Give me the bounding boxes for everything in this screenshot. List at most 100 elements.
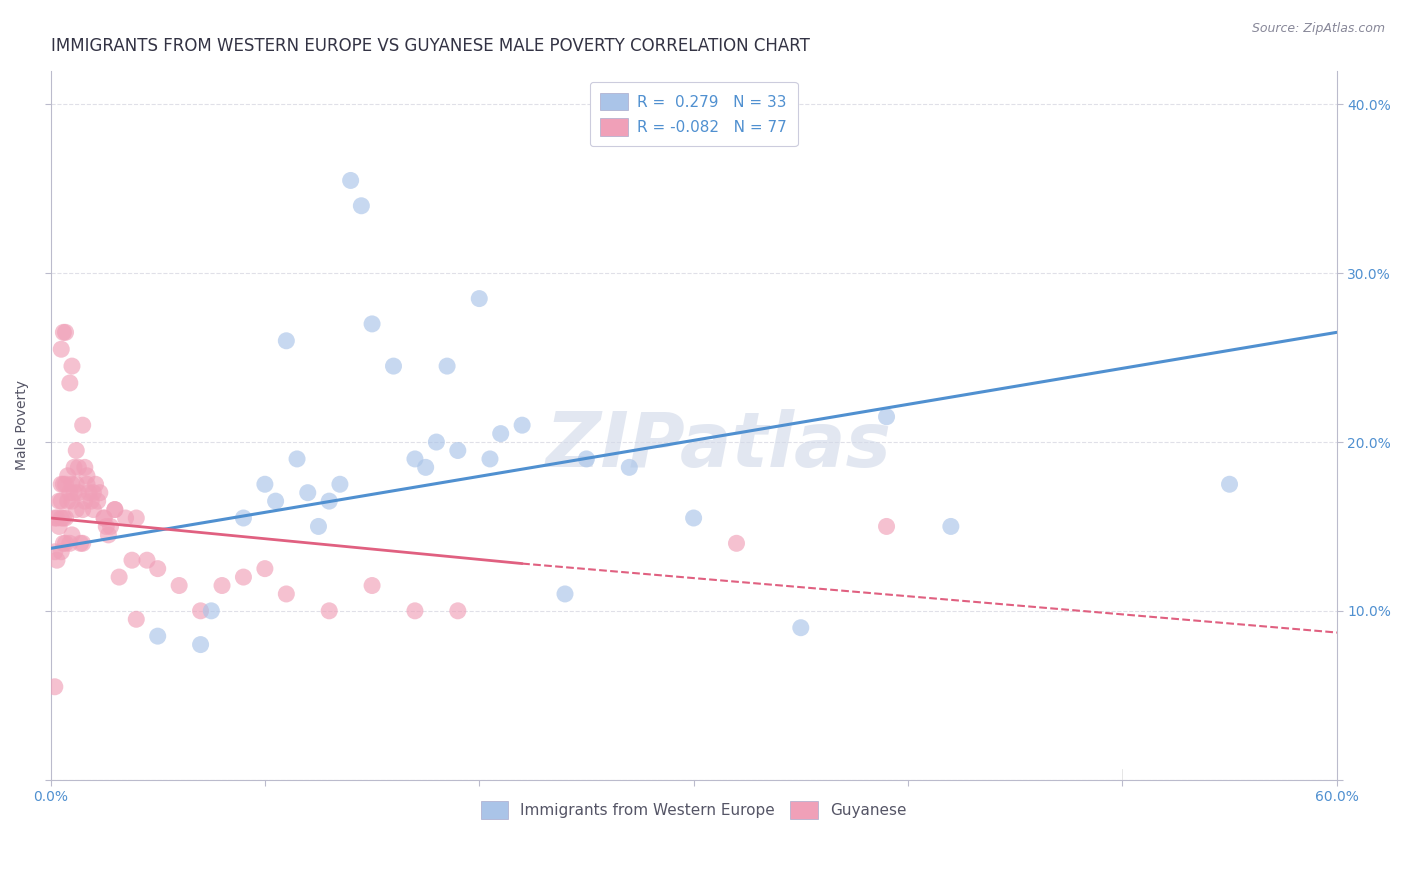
Point	[554, 587, 576, 601]
Point	[51, 545, 73, 559]
Point	[276, 587, 298, 601]
Point	[59, 536, 82, 550]
Point	[93, 511, 115, 525]
Point	[329, 477, 352, 491]
Point	[114, 511, 136, 525]
Point	[211, 578, 233, 592]
Point	[63, 460, 86, 475]
Point	[80, 494, 103, 508]
Point	[86, 494, 108, 508]
Point	[97, 528, 120, 542]
Point	[82, 502, 104, 516]
Point	[44, 680, 66, 694]
Point	[253, 477, 276, 491]
Point	[190, 604, 212, 618]
Point	[63, 485, 86, 500]
Point	[52, 477, 75, 491]
Point	[146, 561, 169, 575]
Point	[59, 485, 82, 500]
Point	[72, 502, 94, 516]
Point	[55, 536, 77, 550]
Point	[60, 477, 83, 491]
Point	[72, 536, 94, 550]
Point	[619, 460, 641, 475]
Point	[136, 553, 159, 567]
Y-axis label: Male Poverty: Male Poverty	[15, 380, 30, 470]
Point	[77, 485, 100, 500]
Text: IMMIGRANTS FROM WESTERN EUROPE VS GUYANESE MALE POVERTY CORRELATION CHART: IMMIGRANTS FROM WESTERN EUROPE VS GUYANE…	[51, 37, 810, 55]
Point	[51, 511, 73, 525]
Point	[318, 604, 340, 618]
Point	[339, 173, 361, 187]
Point	[100, 519, 122, 533]
Point	[48, 519, 70, 533]
Point	[682, 511, 704, 525]
Point	[52, 511, 75, 525]
Point	[146, 629, 169, 643]
Point	[264, 494, 287, 508]
Point	[56, 494, 79, 508]
Legend: Immigrants from Western Europe, Guyanese: Immigrants from Western Europe, Guyanese	[474, 796, 912, 825]
Point	[51, 477, 73, 491]
Point	[60, 359, 83, 373]
Point	[253, 561, 276, 575]
Point	[65, 502, 87, 516]
Point	[65, 443, 87, 458]
Point	[51, 494, 73, 508]
Point	[382, 359, 405, 373]
Point	[232, 511, 254, 525]
Point	[76, 477, 98, 491]
Point	[48, 494, 70, 508]
Point	[876, 409, 898, 424]
Point	[60, 494, 83, 508]
Point	[65, 477, 87, 491]
Point	[725, 536, 748, 550]
Point	[60, 528, 83, 542]
Point	[108, 570, 131, 584]
Point	[447, 604, 470, 618]
Point	[447, 443, 470, 458]
Point	[276, 334, 298, 348]
Point	[297, 485, 319, 500]
Point	[72, 418, 94, 433]
Point	[59, 376, 82, 390]
Point	[308, 519, 330, 533]
Point	[318, 494, 340, 508]
Point	[939, 519, 962, 533]
Point	[876, 519, 898, 533]
Point	[104, 502, 127, 516]
Point	[44, 545, 66, 559]
Point	[52, 326, 75, 340]
Point	[82, 485, 104, 500]
Point	[404, 604, 426, 618]
Point	[468, 292, 491, 306]
Point	[67, 460, 90, 475]
Point	[69, 536, 91, 550]
Point	[89, 485, 111, 500]
Point	[436, 359, 458, 373]
Point	[478, 451, 501, 466]
Point	[104, 502, 127, 516]
Point	[285, 451, 308, 466]
Point	[67, 485, 90, 500]
Point	[46, 511, 69, 525]
Point	[125, 612, 148, 626]
Point	[125, 511, 148, 525]
Point	[73, 494, 96, 508]
Point	[232, 570, 254, 584]
Point	[51, 343, 73, 357]
Point	[404, 451, 426, 466]
Point	[56, 468, 79, 483]
Text: Source: ZipAtlas.com: Source: ZipAtlas.com	[1251, 22, 1385, 36]
Point	[200, 604, 222, 618]
Point	[55, 477, 77, 491]
Point	[96, 519, 118, 533]
Point	[121, 553, 143, 567]
Point	[510, 418, 533, 433]
Point	[190, 638, 212, 652]
Point	[575, 451, 598, 466]
Point	[415, 460, 437, 475]
Point	[44, 511, 66, 525]
Point	[1218, 477, 1240, 491]
Point	[73, 460, 96, 475]
